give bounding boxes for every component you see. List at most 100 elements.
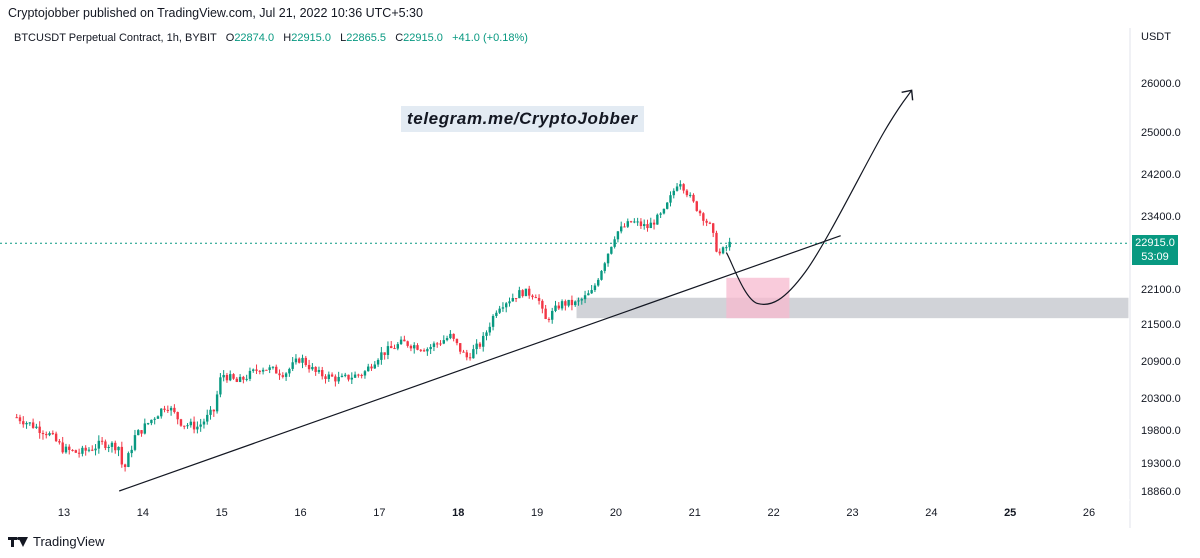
candle bbox=[613, 236, 616, 249]
candle bbox=[61, 436, 64, 454]
candle bbox=[478, 341, 482, 349]
candle bbox=[51, 430, 55, 436]
candle bbox=[465, 349, 468, 361]
price-tick-label: 20300.0 bbox=[1141, 393, 1181, 405]
candle bbox=[137, 429, 140, 436]
time-tick-label: 13 bbox=[58, 507, 70, 519]
tradingview-brand[interactable]: TradingView bbox=[8, 534, 105, 549]
time-axis-labels[interactable]: 13 14 15 16 17 18 19 20 21 22 23 24 25 26 bbox=[58, 507, 1095, 519]
candle bbox=[679, 180, 682, 190]
price-tick-label: 19300.0 bbox=[1141, 458, 1181, 470]
candle bbox=[524, 288, 528, 297]
candle bbox=[97, 435, 101, 454]
candle bbox=[192, 416, 196, 434]
candle bbox=[557, 302, 560, 310]
candle bbox=[554, 300, 557, 313]
candle bbox=[334, 374, 337, 387]
candle bbox=[459, 343, 462, 355]
candle bbox=[255, 364, 258, 375]
candle bbox=[462, 349, 465, 353]
close-value: 22915.0 bbox=[403, 32, 443, 44]
currency-label[interactable]: USDT bbox=[1141, 31, 1171, 43]
candle bbox=[209, 406, 212, 420]
symbol-legend[interactable]: BTCUSDT Perpetual Contract, 1h, BYBIT O2… bbox=[14, 32, 528, 44]
candle bbox=[367, 363, 370, 372]
candle bbox=[600, 270, 603, 281]
demand-zone-pink[interactable] bbox=[726, 277, 790, 319]
candle bbox=[390, 341, 393, 349]
candle bbox=[252, 368, 255, 373]
candle bbox=[590, 285, 593, 294]
candle bbox=[583, 290, 587, 304]
candle bbox=[406, 340, 409, 348]
time-tick-label: 21 bbox=[689, 507, 701, 519]
low-label: L bbox=[340, 32, 347, 44]
candle bbox=[54, 431, 58, 443]
candle bbox=[81, 445, 84, 457]
candle bbox=[560, 299, 564, 311]
close-label: C bbox=[395, 32, 404, 44]
candle bbox=[689, 192, 692, 198]
time-tick-label: 20 bbox=[610, 507, 622, 519]
candle bbox=[288, 367, 291, 377]
candle bbox=[698, 209, 702, 217]
candle bbox=[380, 347, 383, 365]
candle bbox=[68, 444, 71, 455]
candle bbox=[225, 372, 229, 383]
candle bbox=[278, 369, 281, 380]
candle bbox=[91, 445, 94, 452]
candle bbox=[38, 421, 41, 439]
last-price-value: 22915.0 bbox=[1135, 237, 1175, 249]
candle bbox=[393, 344, 396, 350]
price-tick-label: 26000.0 bbox=[1141, 78, 1181, 90]
trendline[interactable] bbox=[118, 235, 841, 492]
candle bbox=[587, 290, 590, 296]
candle bbox=[659, 212, 662, 219]
projection-curve-arrow[interactable] bbox=[725, 90, 913, 305]
candle bbox=[399, 336, 403, 345]
candle bbox=[360, 373, 363, 379]
candle bbox=[48, 431, 51, 437]
candle bbox=[551, 307, 554, 324]
candle bbox=[426, 347, 429, 356]
candle bbox=[666, 202, 669, 210]
candle bbox=[87, 447, 91, 453]
candle bbox=[705, 218, 708, 227]
candle bbox=[347, 374, 350, 382]
candle bbox=[245, 374, 248, 382]
price-axis-labels[interactable]: 26000.0 25000.0 24200.0 23400.0 22100.0 21500… bbox=[1141, 78, 1181, 498]
candle bbox=[301, 354, 304, 369]
candle bbox=[166, 405, 170, 414]
candle bbox=[183, 425, 186, 430]
price-tick-label: 24200.0 bbox=[1141, 169, 1181, 181]
candle bbox=[25, 421, 28, 429]
candle bbox=[45, 431, 48, 439]
candle bbox=[146, 422, 150, 426]
candle bbox=[623, 223, 626, 228]
candle bbox=[718, 248, 721, 256]
candle bbox=[330, 372, 334, 377]
candle bbox=[31, 418, 35, 429]
candle bbox=[123, 463, 127, 472]
candle bbox=[534, 294, 537, 299]
time-tick-label: 24 bbox=[925, 507, 937, 519]
candle bbox=[344, 372, 347, 378]
candle bbox=[376, 358, 380, 367]
candle bbox=[695, 200, 698, 212]
candle bbox=[629, 220, 633, 223]
price-tick-label: 20900.0 bbox=[1141, 356, 1181, 368]
time-tick-label: 16 bbox=[294, 507, 306, 519]
candle bbox=[169, 405, 173, 416]
candle bbox=[202, 418, 206, 429]
support-zone-grey[interactable] bbox=[576, 297, 1129, 319]
candle bbox=[370, 363, 373, 371]
candle bbox=[708, 221, 712, 225]
candle bbox=[610, 246, 613, 255]
candle bbox=[439, 340, 442, 346]
candle bbox=[383, 352, 386, 360]
candle bbox=[350, 372, 354, 385]
candle bbox=[324, 374, 327, 384]
candle bbox=[153, 417, 156, 425]
candle bbox=[574, 300, 577, 307]
